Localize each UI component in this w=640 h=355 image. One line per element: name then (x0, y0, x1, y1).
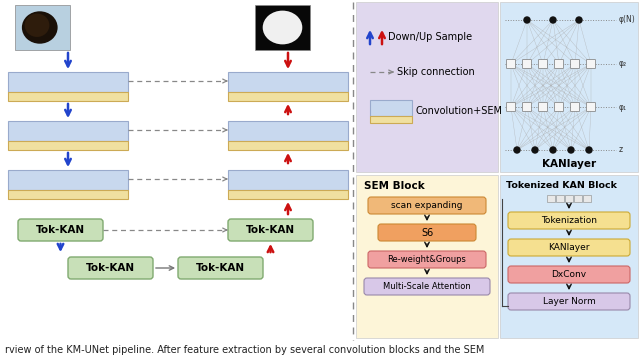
Bar (8, 72, 128, 92)
Text: KANlayer: KANlayer (542, 159, 596, 169)
Bar (8, 121, 128, 141)
FancyBboxPatch shape (554, 103, 563, 111)
Text: Layer Norm: Layer Norm (543, 297, 595, 306)
Circle shape (532, 147, 538, 153)
Text: Tokenized KAN Block: Tokenized KAN Block (506, 181, 617, 191)
FancyBboxPatch shape (508, 293, 630, 310)
Bar (228, 72, 348, 92)
Text: Skip connection: Skip connection (397, 67, 475, 77)
Bar (370, 100, 412, 116)
Bar (228, 141, 348, 150)
FancyBboxPatch shape (570, 60, 579, 69)
Bar (356, 175, 498, 338)
Text: Convolution+SEM: Convolution+SEM (416, 106, 503, 116)
Bar (565, 195, 573, 202)
Ellipse shape (262, 11, 302, 44)
Text: φ₂: φ₂ (619, 60, 627, 69)
Text: Tok-KAN: Tok-KAN (86, 263, 135, 273)
Bar (547, 195, 555, 202)
Text: scan expanding: scan expanding (391, 201, 463, 210)
Bar (8, 92, 128, 101)
Circle shape (550, 17, 556, 23)
FancyBboxPatch shape (364, 278, 490, 295)
Circle shape (568, 147, 574, 153)
Bar (228, 190, 348, 199)
FancyBboxPatch shape (506, 60, 515, 69)
Text: φ₁: φ₁ (619, 103, 627, 111)
FancyBboxPatch shape (508, 212, 630, 229)
Bar (8, 190, 128, 199)
Text: Tok-KAN: Tok-KAN (36, 225, 85, 235)
Bar (370, 116, 412, 123)
FancyBboxPatch shape (554, 60, 563, 69)
Bar (8, 170, 128, 190)
FancyBboxPatch shape (228, 219, 313, 241)
FancyBboxPatch shape (368, 197, 486, 214)
Bar (356, 2, 498, 172)
Bar (8, 141, 128, 150)
FancyBboxPatch shape (506, 103, 515, 111)
Bar (556, 195, 564, 202)
FancyBboxPatch shape (178, 257, 263, 279)
Ellipse shape (22, 11, 58, 44)
Bar (583, 195, 591, 202)
Bar (228, 121, 348, 141)
Text: φ(N): φ(N) (619, 16, 636, 24)
Bar (500, 175, 638, 338)
FancyBboxPatch shape (378, 224, 476, 241)
Bar (228, 170, 348, 190)
Text: Tok-KAN: Tok-KAN (196, 263, 245, 273)
Text: SEM Block: SEM Block (364, 181, 425, 191)
FancyBboxPatch shape (508, 266, 630, 283)
Text: Tok-KAN: Tok-KAN (246, 225, 295, 235)
FancyBboxPatch shape (18, 219, 103, 241)
Bar (255, 5, 310, 50)
FancyBboxPatch shape (586, 60, 595, 69)
Bar (228, 92, 348, 101)
Text: DxConv: DxConv (552, 270, 587, 279)
FancyBboxPatch shape (522, 103, 531, 111)
FancyBboxPatch shape (570, 103, 579, 111)
Text: S6: S6 (421, 228, 433, 237)
Circle shape (550, 147, 556, 153)
Circle shape (576, 17, 582, 23)
Text: rview of the KM-UNet pipeline. After feature extraction by several convolution b: rview of the KM-UNet pipeline. After fea… (5, 345, 484, 355)
FancyBboxPatch shape (522, 60, 531, 69)
FancyBboxPatch shape (368, 251, 486, 268)
FancyBboxPatch shape (538, 103, 547, 111)
Bar (574, 195, 582, 202)
FancyBboxPatch shape (508, 239, 630, 256)
Text: Tokenization: Tokenization (541, 216, 597, 225)
FancyBboxPatch shape (68, 257, 153, 279)
Ellipse shape (24, 13, 49, 37)
Circle shape (586, 147, 592, 153)
Text: KANlayer: KANlayer (548, 243, 589, 252)
Bar (500, 2, 638, 172)
Text: Multi-Scale Attention: Multi-Scale Attention (383, 282, 471, 291)
Text: Re-weight&Groups: Re-weight&Groups (388, 255, 467, 264)
Circle shape (514, 147, 520, 153)
Text: Down/Up Sample: Down/Up Sample (388, 32, 472, 42)
Bar (15, 5, 70, 50)
FancyBboxPatch shape (586, 103, 595, 111)
FancyBboxPatch shape (538, 60, 547, 69)
Circle shape (524, 17, 530, 23)
Text: z: z (619, 146, 623, 154)
